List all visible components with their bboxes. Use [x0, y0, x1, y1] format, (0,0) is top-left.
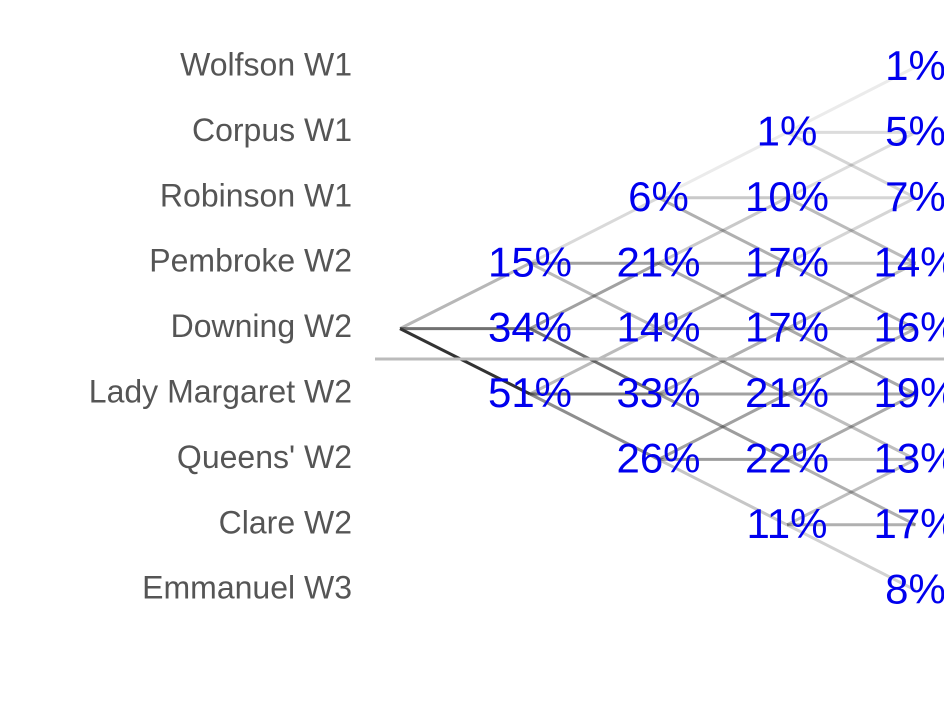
probability-label: 1% — [885, 42, 944, 89]
labels: Wolfson W1 Corpus W1 Robinson W1 Pembroke W… — [89, 42, 944, 612]
transition-line — [786, 65, 917, 134]
probability-label: 21% — [745, 369, 829, 416]
transition-line — [786, 523, 917, 592]
probability-label: 16% — [873, 304, 944, 351]
transition-line — [529, 261, 660, 330]
transition-line — [657, 458, 788, 527]
probability-label: 51% — [488, 369, 572, 416]
crew-label: Wolfson W1 — [180, 46, 352, 82]
transition-line — [399, 327, 531, 396]
transition-line — [399, 261, 531, 330]
crew-label: Robinson W1 — [160, 177, 352, 213]
transition-line — [529, 327, 660, 396]
crew-label: Clare W2 — [219, 504, 352, 540]
crew-label: Downing W2 — [171, 308, 352, 344]
transition-line — [657, 261, 788, 330]
crew-label: Lady Margaret W2 — [89, 373, 352, 409]
probability-label: 1% — [757, 107, 818, 154]
probability-label: 14% — [873, 238, 944, 285]
probability-label: 8% — [885, 565, 944, 612]
transition-line — [786, 196, 917, 265]
probability-label: 21% — [616, 238, 700, 285]
probability-label: 17% — [745, 238, 829, 285]
transition-line — [786, 458, 917, 527]
crew-label: Emmanuel W3 — [142, 570, 352, 606]
probability-label: 15% — [488, 238, 572, 285]
transition-line — [529, 196, 660, 265]
crew-label: Queens' W2 — [177, 439, 352, 475]
probability-label: 7% — [885, 173, 944, 220]
transition-line — [657, 196, 788, 265]
transition-line — [657, 327, 788, 396]
transition-line — [786, 327, 917, 396]
transition-line — [786, 327, 917, 396]
probability-label: 17% — [745, 304, 829, 351]
transition-line — [786, 458, 917, 527]
probability-label: 33% — [616, 369, 700, 416]
transition-line — [657, 327, 788, 396]
transition-line — [529, 392, 660, 461]
probability-label: 5% — [885, 107, 944, 154]
transition-line — [657, 261, 788, 330]
transition-line — [657, 392, 788, 461]
transition-line — [529, 261, 660, 330]
transition-line — [786, 261, 917, 330]
transition-line — [786, 261, 917, 330]
probability-label: 34% — [488, 304, 572, 351]
probability-label: 14% — [616, 304, 700, 351]
transition-line — [657, 196, 788, 265]
probability-label: 10% — [745, 173, 829, 220]
transition-line — [786, 392, 917, 461]
transition-line — [786, 392, 917, 461]
probability-label: 13% — [873, 434, 944, 481]
transition-lines — [399, 65, 917, 592]
crew-label: Pembroke W2 — [149, 243, 352, 279]
transition-line — [786, 131, 917, 200]
probability-label: 17% — [873, 500, 944, 547]
transition-line — [786, 131, 917, 200]
probability-label: 22% — [745, 434, 829, 481]
probability-label: 26% — [616, 434, 700, 481]
probability-label: 19% — [873, 369, 944, 416]
transition-line — [786, 196, 917, 265]
transition-line — [657, 131, 788, 200]
crew-label: Corpus W1 — [192, 112, 352, 148]
transition-line — [657, 392, 788, 461]
probability-label: 6% — [628, 173, 689, 220]
probability-label: 11% — [747, 500, 828, 547]
